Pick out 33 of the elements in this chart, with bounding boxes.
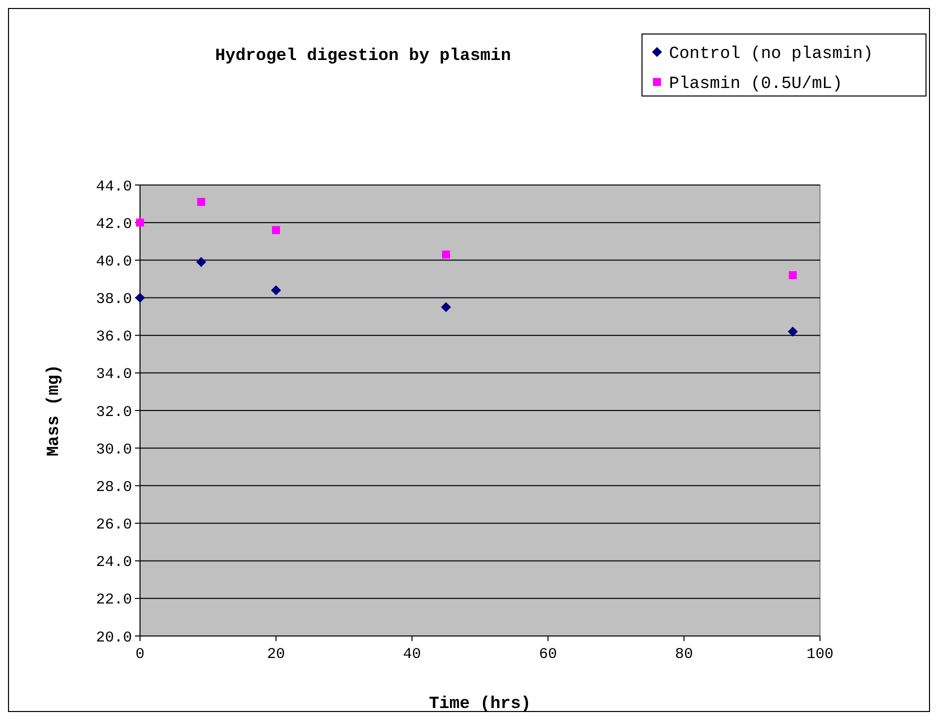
point [272, 226, 280, 234]
x-tick-label: 100 [806, 646, 834, 663]
y-tick-label: 22.0 [96, 592, 132, 609]
y-tick-label: 42.0 [96, 216, 132, 233]
legend-label: Plasmin (0.5U/mL) [669, 74, 842, 94]
y-axis-title: Mass (mg) [45, 364, 64, 456]
x-tick-label: 60 [538, 646, 558, 663]
y-tick-label: 34.0 [96, 366, 132, 384]
x-tick-label: 40 [402, 646, 422, 663]
point [135, 292, 145, 303]
point [788, 271, 797, 280]
y-tick-label: 36.0 [96, 328, 132, 346]
y-tick-label: 24.0 [96, 554, 132, 572]
x-tick-label: 0 [135, 646, 145, 663]
point [442, 250, 450, 259]
y-tick-label: 20.0 [96, 629, 132, 646]
x-tick-label: 80 [674, 646, 694, 663]
x-axis-title: Time (hrs) [428, 695, 532, 714]
y-tick-label: 38.0 [96, 291, 132, 308]
y-tick-label: 40.0 [96, 253, 132, 270]
x-tick-label: 20 [266, 646, 286, 663]
y-tick-label: 44.0 [96, 178, 132, 196]
point [441, 302, 451, 312]
y-tick-label: 28.0 [96, 478, 132, 496]
point [197, 198, 206, 206]
legend-label: Control (no plasmin) [669, 44, 874, 64]
y-tick-label: 26.0 [96, 516, 132, 534]
point [196, 257, 206, 268]
point [788, 326, 798, 337]
chart-title: Hydrogel digestion by plasmin [215, 47, 511, 66]
point [271, 285, 281, 296]
y-tick-label: 32.0 [96, 404, 132, 421]
y-tick-label: 30.0 [96, 441, 132, 458]
